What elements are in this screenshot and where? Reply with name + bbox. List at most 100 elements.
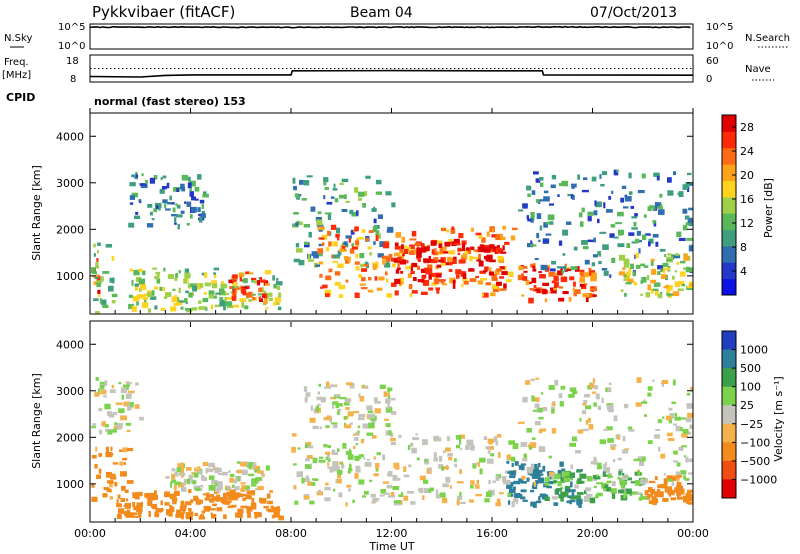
heatmap-cell: [461, 257, 465, 260]
heatmap-cell: [492, 286, 500, 292]
heatmap-cell: [585, 405, 592, 410]
heatmap-cell: [176, 204, 181, 209]
heatmap-cell: [134, 285, 139, 291]
heatmap-cell: [166, 182, 170, 189]
heatmap-cell: [344, 424, 352, 429]
heatmap-cell: [522, 276, 528, 281]
heatmap-cell: [331, 452, 339, 455]
heatmap-cell: [306, 442, 312, 445]
heatmap-cell: [551, 474, 559, 480]
heatmap-cell: [581, 207, 585, 213]
heatmap-cell: [335, 233, 340, 238]
heatmap-cell: [538, 239, 541, 243]
heatmap-cell: [111, 256, 115, 261]
heatmap-cell: [173, 484, 177, 491]
heatmap-cell: [409, 244, 415, 250]
heatmap-cell: [398, 494, 403, 497]
heatmap-cell: [667, 177, 672, 183]
heatmap-cell: [316, 251, 323, 257]
heatmap-cell: [307, 259, 314, 262]
heatmap-cell: [545, 233, 552, 236]
heatmap-cell: [178, 300, 186, 303]
heatmap-cell: [540, 392, 544, 395]
heatmap-cell: [123, 504, 129, 508]
heatmap-cell: [419, 487, 424, 494]
heatmap-cell: [211, 480, 218, 485]
heatmap-cell: [479, 468, 483, 475]
heatmap-cell: [138, 278, 145, 285]
heatmap-cell: [452, 283, 456, 289]
heatmap-cell: [169, 195, 172, 201]
heatmap-cell: [381, 255, 389, 260]
heatmap-cell: [111, 384, 115, 389]
heatmap-cell: [456, 481, 464, 484]
heatmap-cell: [583, 428, 589, 432]
heatmap-cell: [331, 255, 339, 259]
heatmap-cell: [358, 197, 363, 201]
heatmap-cell: [538, 416, 544, 420]
heatmap-cell: [425, 268, 433, 275]
x-tick-label: 04:00: [175, 527, 207, 540]
heatmap-cell: [647, 487, 653, 493]
heatmap-cell: [116, 499, 119, 504]
heatmap-cell: [181, 475, 184, 478]
heatmap-cell: [317, 226, 325, 230]
heatmap-cell: [496, 283, 500, 286]
heatmap-cell: [365, 237, 370, 242]
heatmap-cell: [343, 415, 347, 420]
x-tick-label: 00:00: [677, 527, 709, 540]
heatmap-cell: [246, 490, 254, 495]
heatmap-cell: [277, 306, 282, 311]
heatmap-cell: [456, 274, 460, 279]
heatmap-cell: [506, 484, 513, 489]
heatmap-cell: [570, 477, 573, 481]
heatmap-cell: [479, 244, 485, 247]
heatmap-cell: [466, 247, 470, 251]
heatmap-cell: [603, 467, 610, 473]
heatmap-cell: [469, 278, 477, 282]
heatmap-cell: [430, 241, 437, 246]
heatmap-cell: [669, 413, 675, 419]
heatmap-cell: [403, 495, 409, 501]
heatmap-cell: [688, 245, 693, 252]
heatmap-cell: [601, 397, 604, 403]
heatmap-cell: [376, 452, 381, 456]
heatmap-cell: [347, 454, 354, 460]
heatmap-cell: [345, 279, 349, 283]
heatmap-cell: [378, 276, 385, 281]
heatmap-cell: [97, 289, 101, 294]
heatmap-cell: [149, 211, 153, 216]
heatmap-cell: [220, 283, 228, 289]
heatmap-cell: [489, 246, 496, 252]
heatmap-cell: [687, 412, 693, 418]
heatmap-cell: [239, 276, 242, 282]
heatmap-cell: [535, 377, 540, 380]
heatmap-cell: [111, 293, 118, 298]
heatmap-cell: [551, 280, 556, 284]
heatmap-cell: [595, 201, 602, 208]
heatmap-cell: [673, 423, 677, 426]
noise-sky-line: [89, 25, 691, 29]
heatmap-cell: [125, 393, 132, 399]
heatmap-cell: [370, 493, 376, 498]
heatmap-cell: [276, 277, 279, 281]
heatmap-cell: [379, 494, 385, 497]
heatmap-cell: [272, 507, 279, 513]
heatmap-cell: [219, 297, 224, 302]
heatmap-cell: [547, 214, 555, 221]
heatmap-cell: [562, 253, 566, 256]
heatmap-cell: [571, 186, 575, 189]
heatmap-cell: [465, 445, 469, 450]
heatmap-cell: [665, 415, 672, 421]
heatmap-cell: [670, 497, 677, 501]
heatmap-cell: [556, 266, 564, 269]
heatmap-cell: [562, 229, 569, 236]
heatmap-cell: [687, 172, 692, 176]
heatmap-cell: [391, 282, 397, 287]
heatmap-cell: [254, 516, 258, 519]
heatmap-cell: [658, 491, 664, 498]
heatmap-cell: [640, 456, 646, 462]
heatmap-cell: [251, 279, 254, 283]
heatmap-cell: [440, 262, 446, 266]
heatmap-cell: [569, 499, 576, 503]
